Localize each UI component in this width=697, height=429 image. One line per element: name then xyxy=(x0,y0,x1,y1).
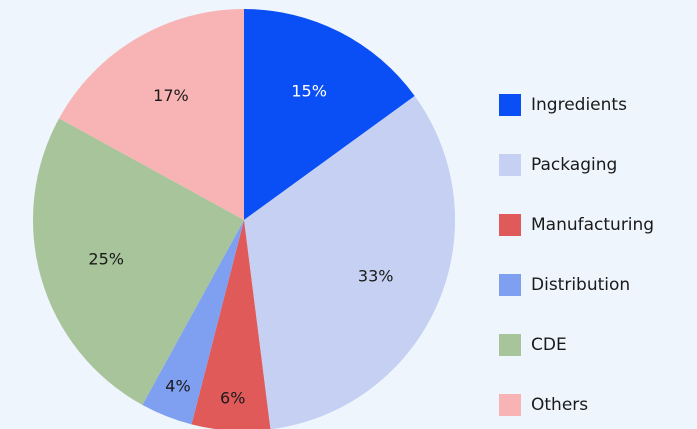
legend-label: Ingredients xyxy=(531,95,627,115)
pie-slice xyxy=(33,118,244,405)
legend-label: Manufacturing xyxy=(531,215,654,235)
pie-slice xyxy=(59,9,244,220)
legend-label: Distribution xyxy=(531,275,630,295)
pie-slice xyxy=(142,220,244,425)
data-label: 25% xyxy=(88,250,124,269)
legend-swatch xyxy=(499,154,521,176)
data-label: 15% xyxy=(291,82,327,101)
pie-slice xyxy=(244,9,415,220)
pie-slice xyxy=(244,95,455,429)
legend-swatch xyxy=(499,274,521,296)
data-label: 33% xyxy=(358,266,394,285)
legend-swatch xyxy=(499,94,521,116)
data-label: 17% xyxy=(153,86,189,105)
legend-swatch xyxy=(499,214,521,236)
legend-label: Packaging xyxy=(531,155,617,175)
legend-swatch xyxy=(499,394,521,416)
legend-label: CDE xyxy=(531,335,567,355)
data-label: 6% xyxy=(220,388,245,407)
legend-swatch xyxy=(499,334,521,356)
pie-slice xyxy=(191,220,271,429)
legend-label: Others xyxy=(531,395,588,415)
data-label: 4% xyxy=(165,376,190,395)
